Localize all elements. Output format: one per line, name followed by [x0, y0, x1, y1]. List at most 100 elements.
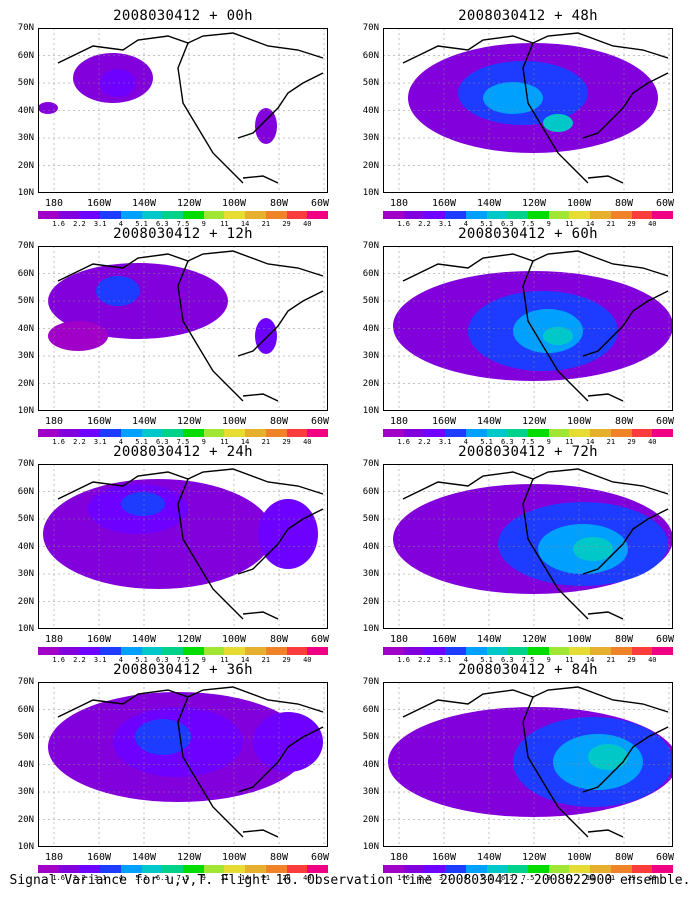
colorbar-label: 5.1	[135, 874, 148, 882]
lon-label: 100W	[221, 852, 247, 863]
lat-label: 10N	[362, 624, 379, 634]
lon-label: 60W	[655, 852, 675, 863]
lat-label: 50N	[17, 514, 34, 524]
colorbar-label: 7.5	[176, 438, 190, 446]
figure-caption: Signal Variance for u,v,T. Flight 16. Ob…	[9, 873, 691, 888]
colorbar-label: 29	[627, 656, 636, 664]
lon-label: 180	[389, 416, 409, 427]
colorbar-label: 14	[240, 656, 250, 664]
colorbar	[383, 211, 674, 219]
variance-region	[253, 712, 323, 772]
colorbar-label: 9	[546, 874, 551, 882]
colorbar-label: 7.5	[521, 874, 535, 882]
colorbar-label: 2.2	[73, 438, 86, 446]
colorbar-swatch	[224, 865, 246, 873]
map-frame	[38, 464, 328, 629]
colorbar-swatch	[507, 647, 529, 655]
lat-label: 40N	[362, 323, 379, 334]
colorbar	[38, 211, 329, 219]
lon-label: 160W	[86, 198, 112, 209]
variance-map	[383, 28, 673, 193]
panel-title: 2008030412 + 48h	[458, 8, 598, 24]
lon-label: 80W	[614, 198, 634, 209]
colorbar-swatch	[465, 429, 487, 437]
colorbar-swatch	[548, 429, 570, 437]
map-frame	[38, 246, 328, 411]
colorbar-label: 14	[585, 874, 595, 882]
colorbar-swatch	[183, 865, 204, 873]
colorbar-swatch	[141, 211, 163, 219]
map-frame	[383, 464, 673, 629]
colorbar-swatch	[58, 865, 80, 873]
coastline	[57, 32, 324, 184]
colorbar-label: 21	[261, 220, 271, 228]
colorbar-swatch	[265, 211, 287, 219]
lat-label: 20N	[362, 378, 379, 389]
colorbar-label: 1.6	[397, 874, 411, 882]
colorbar-swatch	[590, 647, 611, 655]
lat-label: 60N	[17, 486, 34, 497]
colorbar-label: 5.1	[480, 438, 493, 446]
colorbar-swatch	[265, 647, 287, 655]
colorbar-swatch	[38, 211, 59, 219]
colorbar-label: 21	[606, 438, 616, 446]
panel-title: 2008030412 + 24h	[113, 444, 253, 460]
lon-label: 160W	[431, 198, 457, 209]
colorbar-swatch	[610, 211, 632, 219]
colorbar-swatch	[162, 865, 184, 873]
lat-label: 40N	[17, 105, 34, 116]
lon-label: 160W	[86, 852, 112, 863]
colorbar-label: 11	[220, 656, 229, 664]
map-frame	[383, 682, 673, 847]
colorbar-swatch	[307, 647, 329, 655]
colorbar-label: 1.6	[52, 874, 66, 882]
colorbar-swatch	[162, 429, 184, 437]
colorbar-swatch	[569, 865, 591, 873]
lat-label: 10N	[17, 406, 34, 416]
lon-label: 120W	[521, 198, 547, 209]
colorbar-label: 2.2	[73, 874, 86, 882]
colorbar-swatch	[590, 429, 611, 437]
lon-label: 140W	[131, 852, 157, 863]
lat-label: 60N	[362, 268, 379, 279]
colorbar-swatch	[79, 429, 101, 437]
colorbar-label: 7.5	[521, 220, 535, 228]
colorbar-swatch	[383, 647, 404, 655]
colorbar-swatch	[307, 211, 329, 219]
lat-label: 60N	[17, 268, 34, 279]
colorbar-label: 21	[261, 656, 271, 664]
colorbar-label: 5.1	[135, 656, 148, 664]
lon-label: 80W	[614, 416, 634, 427]
colorbar-label: 9	[201, 220, 206, 228]
colorbar-swatch	[528, 429, 549, 437]
lon-label: 120W	[176, 852, 202, 863]
colorbar-label: 6.3	[500, 438, 514, 446]
colorbar-swatch	[224, 647, 246, 655]
colorbar-label: 2.2	[418, 438, 431, 446]
colorbar-label: 40	[648, 220, 657, 228]
lat-label: 40N	[362, 759, 379, 770]
lat-label: 70N	[17, 459, 34, 469]
colorbar-swatch	[486, 211, 508, 219]
lat-label: 30N	[17, 787, 34, 797]
colorbar-swatch	[507, 429, 529, 437]
lon-label: 100W	[221, 198, 247, 209]
colorbar-label: 9	[546, 438, 551, 446]
colorbar-label: 1.6	[397, 656, 411, 664]
colorbar-label: 40	[303, 220, 312, 228]
lat-label: 20N	[17, 378, 34, 389]
map-panel: 2008030412 + 84h 70N 60N 50N 40N 30N 20N 10N 180…	[363, 662, 675, 882]
lon-label: 120W	[176, 198, 202, 209]
colorbar-swatch	[100, 429, 121, 437]
colorbar-swatch	[100, 865, 121, 873]
colorbar-swatch	[265, 865, 287, 873]
lat-label: 50N	[17, 732, 34, 742]
map-frame	[383, 28, 673, 193]
colorbar-label: 2.2	[73, 220, 86, 228]
colorbar-label: 3.1	[438, 438, 452, 446]
lon-label: 80W	[614, 634, 634, 645]
colorbar-label: 40	[303, 438, 312, 446]
colorbar-swatch	[224, 211, 246, 219]
colorbar-swatch	[548, 865, 570, 873]
colorbar-label: 11	[220, 438, 229, 446]
